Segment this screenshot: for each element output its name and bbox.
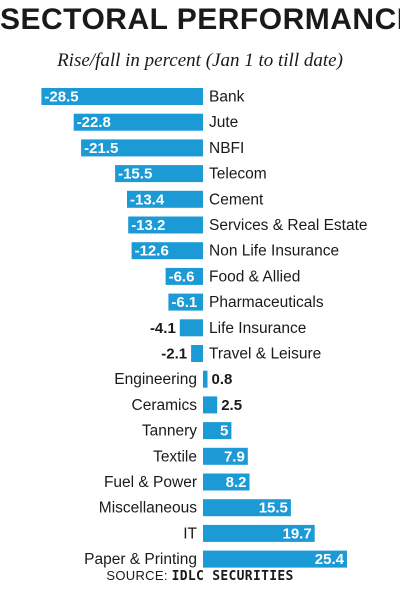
bar (203, 473, 250, 491)
value-label: -6.6 (169, 268, 195, 285)
value-label: 15.5 (259, 500, 288, 517)
bar-row: Pharmaceuticals -6.1 (168, 293, 324, 311)
chart-title: SECTORAL PERFORMANCE (0, 3, 400, 36)
value-label: 25.4 (315, 551, 345, 568)
value-label: 7.9 (224, 448, 245, 465)
bar-row: Food & Allied -6.6 (165, 267, 300, 285)
bar-row: Telecom -15.5 (115, 165, 267, 183)
source-label: SOURCE: (106, 568, 168, 583)
category-label: Bank (209, 89, 245, 106)
category-label: Pharmaceuticals (209, 294, 324, 311)
chart-subtitle: Rise/fall in percent (Jan 1 to till date… (57, 50, 343, 71)
bar-row: Jute -22.8 (73, 113, 238, 131)
bar (203, 499, 291, 517)
bar (165, 267, 203, 285)
category-label: Textile (153, 448, 197, 465)
value-label: -22.8 (77, 114, 111, 131)
value-label: -15.5 (118, 166, 152, 183)
value-label: 2.5 (221, 397, 242, 414)
value-label: -28.5 (44, 89, 78, 106)
category-label: Cement (209, 191, 264, 208)
bar (179, 319, 203, 337)
value-label: -13.4 (130, 191, 165, 208)
value-label: -12.6 (135, 243, 169, 260)
category-label: IT (183, 525, 197, 542)
bar-row: Life Insurance -4.1 (150, 319, 306, 337)
bar (203, 447, 248, 465)
bar-row: Bank -28.5 (41, 88, 245, 106)
category-label: Food & Allied (209, 268, 300, 285)
value-label: -21.5 (84, 140, 118, 157)
category-label: Miscellaneous (99, 500, 197, 517)
bar-row: Ceramics 2.5 (132, 396, 242, 414)
bar (81, 139, 203, 157)
value-label: -6.1 (171, 294, 197, 311)
category-label: Non Life Insurance (209, 243, 339, 260)
value-label: 5 (220, 423, 228, 440)
value-label: 19.7 (282, 525, 311, 542)
category-label: Paper & Printing (84, 551, 197, 568)
bar-row: Tannery 5 (142, 422, 232, 440)
value-label: -13.2 (131, 217, 165, 234)
bar-row: Cement -13.4 (127, 190, 264, 208)
bar-row: Non Life Insurance -12.6 (131, 242, 339, 260)
value-label: 0.8 (212, 371, 233, 388)
bar (73, 113, 203, 131)
category-label: Life Insurance (209, 320, 306, 337)
category-label: Tannery (142, 423, 197, 440)
bar (203, 524, 315, 542)
bar-row: Services & Real Estate -13.2 (128, 216, 368, 234)
bar (115, 165, 203, 183)
bar (203, 422, 232, 440)
bar (203, 370, 208, 388)
category-label: Services & Real Estate (209, 217, 368, 234)
bar (168, 293, 203, 311)
category-label: Ceramics (132, 397, 198, 414)
value-label: -2.1 (161, 346, 187, 363)
bar (41, 88, 204, 105)
bar (191, 345, 203, 362)
bar (203, 396, 218, 414)
category-label: Fuel & Power (104, 474, 197, 491)
value-label: -4.1 (150, 320, 176, 337)
category-label: Travel & Leisure (209, 346, 321, 363)
bar-row: Travel & Leisure -2.1 (161, 345, 321, 363)
category-label: Telecom (209, 166, 267, 183)
bar-row: Miscellaneous 15.5 (99, 499, 291, 517)
bar-row: NBFI -21.5 (81, 139, 244, 157)
category-label: Jute (209, 114, 238, 131)
bar (128, 216, 203, 234)
bar-row: Paper & Printing 25.4 (84, 550, 347, 568)
bar-row: Fuel & Power 8.2 (104, 473, 250, 491)
bar (131, 242, 203, 260)
bar (127, 190, 203, 208)
category-label: NBFI (209, 140, 244, 157)
source-note: SOURCE: IDLC SECURITIES (0, 568, 400, 584)
bar-row: Engineering 0.8 (114, 370, 233, 388)
source-name: IDLC SECURITIES (171, 569, 294, 584)
bar-row: Textile 7.9 (153, 447, 248, 465)
bar (203, 550, 347, 568)
bar-row: IT 19.7 (183, 524, 315, 542)
category-label: Engineering (114, 371, 197, 388)
value-label: 8.2 (226, 474, 247, 491)
